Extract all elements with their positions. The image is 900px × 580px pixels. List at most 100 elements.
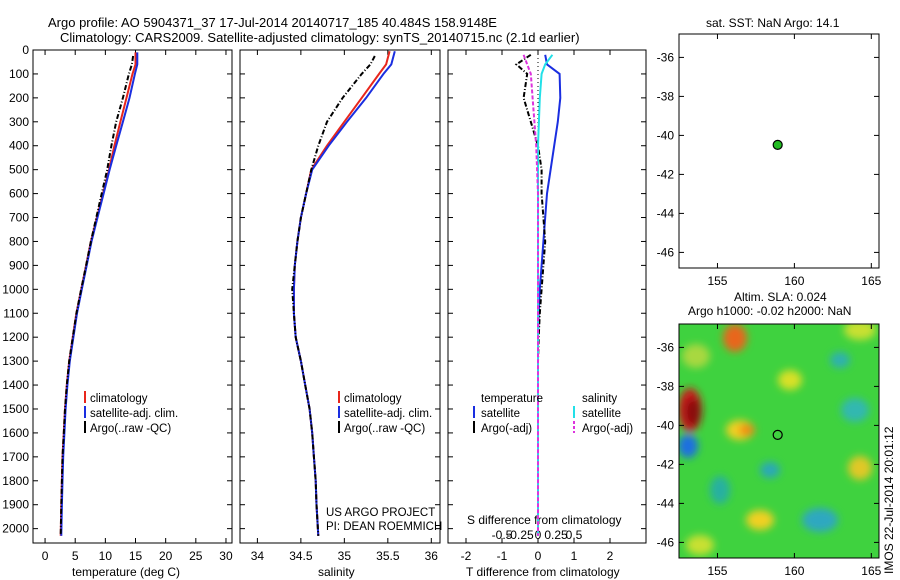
t-argo-line [514, 53, 547, 536]
difference-axes-box [447, 49, 647, 544]
y-tick-label: 1600 [2, 426, 29, 440]
x-tick-label: 20 [159, 549, 173, 563]
salinity-legend: climatology satellite-adj. clim. Argo(..… [338, 391, 432, 435]
y-tick-label: 2000 [2, 522, 29, 536]
legend-label-climatology: climatology [90, 393, 148, 405]
y-tick-label: -44 [657, 206, 675, 220]
t-difference-x-label: T difference from climatology [466, 565, 620, 579]
salinity-panel: salinity 34 34.5 35 35.5 36 climatology sate… [239, 49, 442, 579]
x-tick-label: 34.5 [289, 549, 313, 563]
legend-label-t-satellite: satellite [481, 408, 520, 420]
series-climatology-line [292, 50, 391, 536]
x-tick-label: 155 [707, 564, 727, 578]
x-tick-label: 160 [784, 274, 804, 288]
x-tick-label: 34 [251, 549, 265, 563]
y-tick-label: 800 [9, 234, 29, 248]
y-tick-label: -38 [657, 379, 675, 393]
x-tick-label: 15 [129, 549, 143, 563]
top-x-tick-label: 0.5 [566, 528, 583, 542]
x-tick-label: 165 [861, 564, 881, 578]
top-x-tick-label: -0.5 [492, 528, 513, 542]
y-tick-label: 700 [9, 211, 29, 225]
y-tick-label: -46 [657, 245, 675, 259]
salinity-axes-box [239, 49, 441, 544]
legend-heading-salinity: salinity [582, 393, 617, 405]
y-tick-label: 1000 [2, 282, 29, 296]
sla-heatmap [679, 324, 879, 558]
difference-panel: T difference from climatology S differen… [447, 49, 647, 579]
x-tick-label: 35 [338, 549, 352, 563]
pi-annotation: PI: DEAN ROEMMICH [326, 521, 442, 533]
salinity-x-label: salinity [318, 565, 355, 579]
sst-map-title: sat. SST: NaN Argo: 14.1 [706, 16, 840, 30]
sla-map-title-line1: Altim. SLA: 0.024 [734, 290, 827, 304]
series-climatology-line [59, 52, 137, 536]
y-tick-label: 1900 [2, 498, 29, 512]
temperature-panel: temperature (deg C) 0 5 10 15 20 25 3001002003… [2, 43, 233, 579]
y-tick-label: 600 [9, 187, 29, 201]
x-tick-label: 35.5 [376, 549, 400, 563]
sla-map-axes-box [678, 323, 880, 559]
y-tick-label: 400 [9, 139, 29, 153]
temperature-x-label: temperature (deg C) [72, 565, 180, 579]
x-tick-label: -1 [497, 549, 508, 563]
t-satellite-line [537, 54, 562, 536]
top-x-tick-label: 0.25 [544, 528, 568, 542]
argo-float-position-marker [772, 429, 783, 440]
sst-map-panel: sat. SST: NaN Argo: 14.1 155 160 165 -36 -38… [657, 16, 882, 288]
x-tick-label: 0 [42, 549, 49, 563]
y-tick-label: 0 [22, 43, 29, 57]
legend-label-s-argo: Argo(-adj) [582, 423, 633, 435]
y-tick-label: 100 [9, 67, 29, 81]
imos-timestamp: IMOS 22-Jul-2014 20:01:12 [882, 426, 896, 574]
legend-label-s-satellite: satellite [582, 408, 621, 420]
y-tick-label: -46 [657, 535, 675, 549]
x-tick-label: 1 [571, 549, 578, 563]
y-tick-label: 1500 [2, 402, 29, 416]
x-tick-label: 36 [425, 549, 439, 563]
y-tick-label: -40 [657, 128, 675, 142]
figure-title-line2: Climatology: CARS2009. Satellite-adjuste… [60, 30, 580, 45]
temperature-axes-box [32, 49, 233, 544]
x-tick-label: 0 [535, 549, 542, 563]
series-satellite-adj-clim--line [292, 50, 396, 536]
x-tick-label: 165 [861, 274, 881, 288]
x-tick-label: 160 [784, 564, 804, 578]
y-tick-label: 300 [9, 115, 29, 129]
y-tick-label: -42 [657, 167, 675, 181]
y-tick-label: -40 [657, 418, 675, 432]
sla-map-panel: Altim. SLA: 0.024 Argo h1000: -0.02 h200… [657, 290, 882, 578]
argo-float-position-marker [772, 139, 783, 150]
series-argo-raw-qc--line [291, 55, 376, 536]
s-argo-line [522, 54, 539, 536]
s-difference-x-label: S difference from climatology [467, 513, 622, 527]
legend-label-argo: Argo(..raw -QC) [90, 423, 171, 435]
series-satellite-adj-clim--line [60, 52, 139, 536]
project-annotation: US ARGO PROJECT [326, 507, 435, 519]
x-tick-label: 30 [219, 549, 233, 563]
y-tick-label: -42 [657, 457, 675, 471]
y-tick-label: 1200 [2, 330, 29, 344]
legend-heading-temperature: temperature [481, 393, 543, 405]
figure-title-line1: Argo profile: AO 5904371_37 17-Jul-2014 … [48, 15, 497, 30]
y-tick-label: -44 [657, 496, 675, 510]
series-argo-raw-qc--line [59, 55, 135, 536]
x-tick-label: 10 [99, 549, 113, 563]
sla-map-title-line2: Argo h1000: -0.02 h2000: NaN [688, 304, 851, 318]
legend-label-t-argo: Argo(-adj) [481, 423, 532, 435]
legend-label-satellite: satellite-adj. clim. [90, 408, 178, 420]
y-tick-label: 900 [9, 258, 29, 272]
difference-legend: temperature satellite Argo(-adj) salinit… [473, 393, 633, 435]
y-tick-label: 1800 [2, 474, 29, 488]
temperature-legend: climatology satellite-adj. clim. Argo(..… [84, 391, 178, 435]
y-tick-label: 200 [9, 91, 29, 105]
x-tick-label: 25 [189, 549, 203, 563]
legend-label-satellite: satellite-adj. clim. [344, 408, 432, 420]
y-tick-label: -36 [657, 50, 675, 64]
x-tick-label: 155 [707, 274, 727, 288]
y-tick-label: -36 [657, 340, 675, 354]
legend-label-climatology: climatology [344, 393, 402, 405]
x-tick-label: -2 [461, 549, 472, 563]
y-tick-label: 1700 [2, 450, 29, 464]
